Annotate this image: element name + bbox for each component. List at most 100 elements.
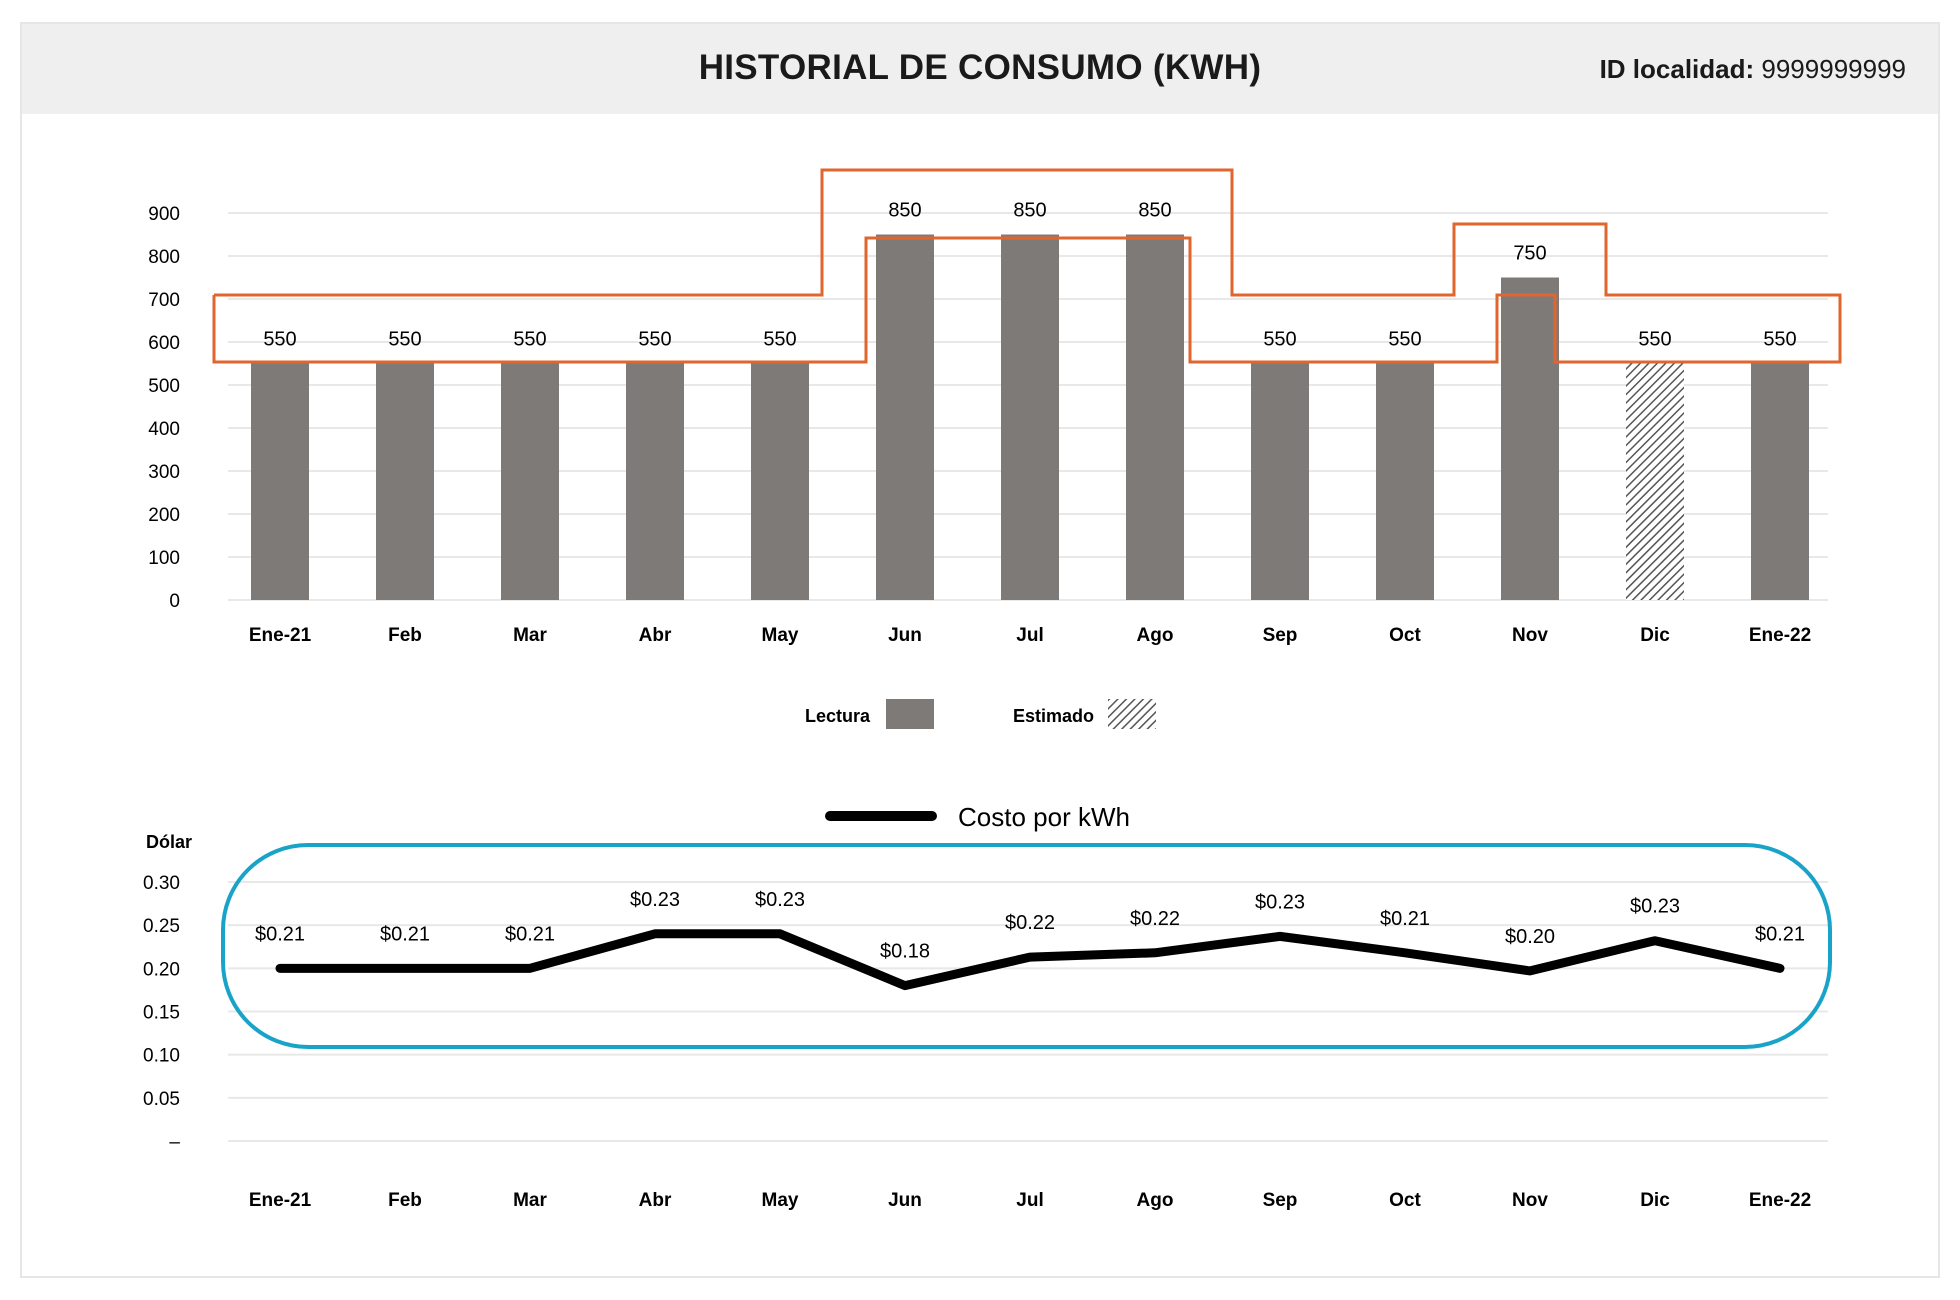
cost-data-label: $0.23 — [1255, 891, 1305, 913]
bar-lectura — [1251, 363, 1309, 600]
cost-line-chart: Dólar – 0.05 0.10 0.15 0.20 0.25 0.30 $0.21 Ene-2… — [143, 832, 1828, 1211]
bar-lectura — [1001, 234, 1059, 600]
cost-point — [1279, 935, 1281, 938]
legend-lectura-label: Lectura — [805, 706, 871, 726]
bar-lectura — [1751, 363, 1809, 600]
bar-y-tick-label: 0 — [169, 591, 180, 612]
orange-highlight-outline — [212, 168, 1842, 364]
line-x-tick-label: Dic — [1640, 1190, 1670, 1211]
bar-lectura — [751, 363, 809, 600]
bar-data-label: 850 — [888, 200, 921, 222]
report-header: HISTORIAL DE CONSUMO (KWH) ID localidad:… — [22, 24, 1938, 114]
line-x-tick-label: Mar — [513, 1190, 547, 1211]
cost-data-label: $0.22 — [1005, 912, 1055, 934]
line-x-tick-label: Oct — [1389, 1190, 1421, 1211]
cost-point — [1654, 939, 1656, 942]
bar-x-tick-label: Mar — [513, 625, 547, 646]
bar-x-tick-label: Sep — [1263, 625, 1298, 646]
bar-lectura — [376, 363, 434, 600]
locality-value: 9999999999 — [1761, 54, 1906, 84]
legend-estimado-label: Estimado — [1013, 706, 1094, 726]
bar-data-label: 550 — [1763, 329, 1796, 351]
legend-estimado-swatch — [1108, 699, 1156, 729]
bar-y-tick-label: 600 — [148, 333, 180, 354]
bar-x-tick-label: Feb — [388, 625, 422, 646]
bar-data-label: 550 — [638, 329, 671, 351]
bar-y-tick-label: 900 — [148, 204, 180, 225]
bar-data-label: 850 — [1013, 200, 1046, 222]
cost-point — [1029, 956, 1031, 959]
line-y-tick-label: 0.25 — [143, 916, 180, 937]
bar-legend: Lectura Estimado — [805, 699, 1156, 729]
line-x-tick-label: May — [762, 1190, 799, 1211]
line-x-tick-label: Abr — [639, 1190, 672, 1211]
bar-lectura — [1501, 277, 1559, 600]
blue-highlight-outline — [221, 843, 1832, 1049]
line-x-tick-label: Ene-21 — [249, 1190, 312, 1211]
highlight-overlays — [212, 168, 1842, 1049]
cost-data-label: $0.23 — [630, 889, 680, 911]
line-y-tick-label: 0.15 — [143, 1003, 180, 1024]
bar-lectura — [1126, 234, 1184, 600]
orange-highlight-inner — [1495, 293, 1557, 362]
bar-data-label: 850 — [1138, 200, 1171, 222]
bar-x-tick-label: Jul — [1016, 625, 1043, 646]
locality-id: ID localidad: 9999999999 — [1600, 54, 1906, 85]
bar-y-tick-label: 200 — [148, 505, 180, 526]
bar-y-tick-label: 700 — [148, 290, 180, 311]
bar-lectura — [626, 363, 684, 600]
bar-estimado — [1626, 363, 1684, 600]
bar-lectura — [1376, 363, 1434, 600]
bar-x-tick-label: Ago — [1137, 625, 1174, 646]
bar-x-tick-label: Ene-21 — [249, 625, 312, 646]
consumption-bar-chart: 0 100 200 300 400 500 600 700 800 900 550 Ene-21 550… — [148, 200, 1828, 646]
line-y-tick-label: – — [169, 1132, 180, 1153]
line-y-tick-label: 0.05 — [143, 1089, 180, 1110]
cost-point — [279, 967, 281, 970]
cost-data-label: $0.21 — [1755, 923, 1805, 945]
bar-lectura — [251, 363, 309, 600]
report-card: HISTORIAL DE CONSUMO (KWH) ID localidad:… — [20, 22, 1940, 1278]
bar-data-label: 550 — [513, 329, 546, 351]
line-x-tick-label: Sep — [1263, 1190, 1298, 1211]
page-title: HISTORIAL DE CONSUMO (KWH) — [698, 48, 1262, 87]
cost-data-label: $0.22 — [1130, 908, 1180, 930]
bar-y-tick-label: 300 — [148, 462, 180, 483]
line-x-tick-label: Nov — [1512, 1190, 1548, 1211]
bar-x-tick-label: Ene-22 — [1749, 625, 1811, 646]
bar-x-tick-label: Nov — [1512, 625, 1548, 646]
cost-point — [1779, 967, 1781, 970]
bar-lectura — [501, 363, 559, 600]
bar-x-tick-label: Dic — [1640, 625, 1670, 646]
bar-lectura — [876, 234, 934, 600]
bar-data-label: 550 — [263, 329, 296, 351]
bar-data-label: 750 — [1513, 243, 1546, 265]
line-x-tick-label: Ago — [1137, 1190, 1174, 1211]
cost-point — [529, 967, 531, 970]
bar-data-label: 550 — [1638, 329, 1671, 351]
line-x-tick-label: Jun — [888, 1190, 922, 1211]
cost-point — [654, 932, 656, 935]
locality-label: ID localidad: — [1599, 54, 1755, 84]
cost-point — [779, 932, 781, 935]
cost-data-label: $0.18 — [880, 941, 930, 963]
legend-costo-label: Costo por kWh — [958, 802, 1130, 832]
bar-y-tick-label: 500 — [148, 376, 180, 397]
legend-lectura-swatch — [886, 699, 934, 729]
cost-point — [404, 967, 406, 970]
cost-point — [1404, 951, 1406, 954]
bar-data-label: 550 — [388, 329, 421, 351]
cost-point — [904, 984, 906, 987]
bar-y-tick-label: 100 — [148, 548, 180, 569]
bar-x-tick-label: Abr — [639, 625, 672, 646]
line-y-tick-label: 0.30 — [143, 873, 180, 894]
cost-data-label: $0.21 — [255, 923, 305, 945]
line-x-tick-label: Ene-22 — [1749, 1190, 1811, 1211]
bar-y-tick-label: 800 — [148, 247, 180, 268]
cost-data-label: $0.23 — [755, 889, 805, 911]
cost-point — [1529, 969, 1531, 972]
cost-point — [1154, 951, 1156, 954]
cost-data-label: $0.21 — [380, 923, 430, 945]
bar-x-tick-label: Jun — [888, 625, 922, 646]
